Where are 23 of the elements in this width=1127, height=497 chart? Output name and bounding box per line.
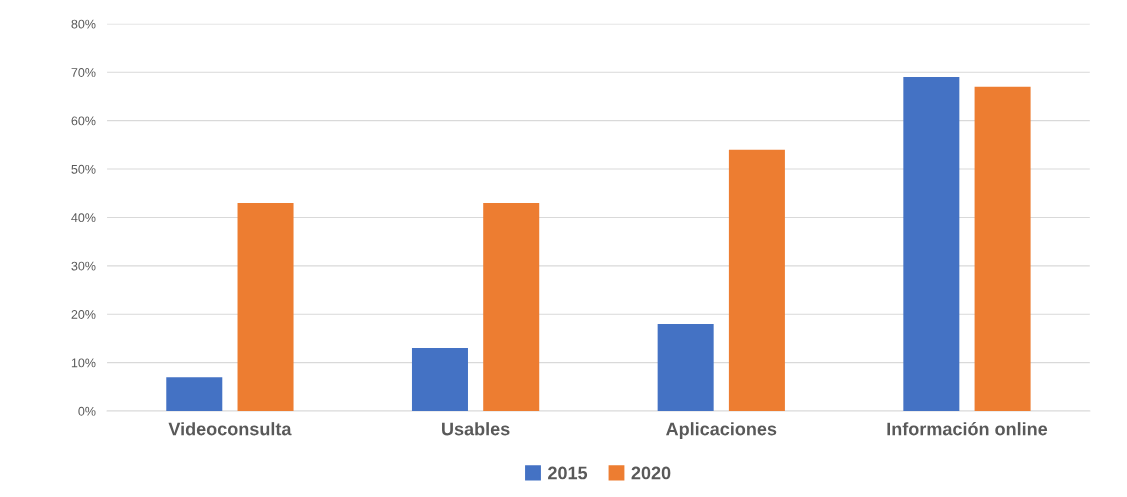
y-tick-label: 80% — [71, 19, 96, 29]
bar — [974, 86, 1031, 412]
y-tick-label: 50% — [71, 164, 96, 174]
x-tick-label: Videoconsulta — [168, 422, 292, 436]
bar — [411, 348, 468, 412]
y-tick-label: 60% — [71, 116, 96, 126]
legend-label: 2015 — [548, 466, 588, 480]
y-tick-label: 0% — [78, 406, 96, 416]
y-tick-label: 20% — [71, 310, 96, 319]
bar — [657, 323, 714, 412]
legend-label: 2020 — [631, 466, 671, 480]
x-tick-label: Información online — [887, 421, 1048, 436]
bar — [166, 377, 223, 412]
y-tick-label: 30% — [71, 261, 96, 271]
y-tick-label: 40% — [71, 213, 96, 223]
bar — [728, 149, 785, 412]
x-tick-label: Usables — [442, 422, 510, 436]
x-tick-label: Aplicaciones — [666, 422, 777, 439]
bar — [903, 77, 960, 412]
y-tick-label: 10% — [71, 358, 96, 368]
bar — [483, 202, 540, 412]
y-tick-label: 70% — [71, 68, 96, 77]
bar — [237, 202, 294, 412]
